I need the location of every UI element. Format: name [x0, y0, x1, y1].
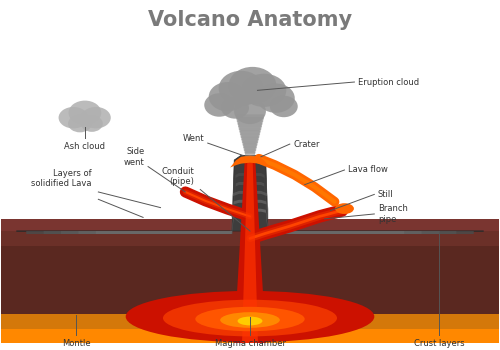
Polygon shape — [26, 173, 474, 234]
Text: Side
went: Side went — [124, 147, 144, 167]
FancyBboxPatch shape — [244, 146, 256, 151]
Ellipse shape — [68, 100, 102, 125]
FancyBboxPatch shape — [240, 130, 260, 135]
Bar — [2, 231, 498, 246]
FancyBboxPatch shape — [241, 135, 259, 141]
Text: Volcano Anatomy: Volcano Anatomy — [148, 10, 352, 30]
Bar — [2, 329, 498, 343]
Text: Went: Went — [182, 134, 204, 143]
Text: Still: Still — [378, 190, 394, 199]
Bar — [2, 221, 498, 317]
Text: Layers of
solidified Lava: Layers of solidified Lava — [32, 169, 92, 188]
FancyBboxPatch shape — [245, 151, 255, 156]
Polygon shape — [16, 155, 483, 231]
Ellipse shape — [234, 99, 266, 124]
Ellipse shape — [218, 71, 264, 106]
Text: Crater: Crater — [294, 140, 320, 149]
FancyBboxPatch shape — [242, 140, 258, 146]
Ellipse shape — [163, 300, 337, 336]
Ellipse shape — [257, 84, 295, 113]
FancyBboxPatch shape — [238, 122, 262, 127]
Text: Crust layers: Crust layers — [414, 338, 465, 348]
Ellipse shape — [126, 291, 374, 342]
Ellipse shape — [242, 74, 286, 107]
Polygon shape — [230, 155, 270, 168]
Ellipse shape — [68, 115, 92, 132]
Ellipse shape — [81, 115, 103, 132]
Text: Ash cloud: Ash cloud — [64, 142, 106, 151]
Ellipse shape — [270, 96, 297, 117]
Ellipse shape — [208, 82, 246, 111]
FancyBboxPatch shape — [238, 125, 262, 130]
Polygon shape — [61, 191, 439, 234]
Polygon shape — [234, 160, 266, 343]
FancyBboxPatch shape — [242, 138, 258, 143]
Ellipse shape — [228, 67, 276, 104]
Polygon shape — [44, 182, 457, 234]
Ellipse shape — [221, 97, 249, 119]
FancyBboxPatch shape — [240, 133, 260, 138]
FancyBboxPatch shape — [236, 117, 264, 122]
Ellipse shape — [238, 317, 262, 326]
Text: Magma chamber: Magma chamber — [214, 338, 286, 348]
Text: Conduit
(pipe): Conduit (pipe) — [162, 167, 194, 186]
Ellipse shape — [204, 93, 234, 117]
Text: Lava flow: Lava flow — [348, 166, 388, 175]
Ellipse shape — [220, 312, 280, 328]
Polygon shape — [78, 200, 422, 234]
Polygon shape — [96, 209, 404, 234]
Bar — [2, 219, 498, 231]
FancyBboxPatch shape — [238, 119, 262, 125]
Bar — [2, 314, 498, 330]
FancyBboxPatch shape — [240, 127, 260, 133]
Ellipse shape — [58, 107, 88, 128]
Text: Eruption cloud: Eruption cloud — [358, 77, 419, 86]
FancyBboxPatch shape — [236, 114, 264, 120]
FancyBboxPatch shape — [243, 143, 257, 148]
Text: Branch
pipe: Branch pipe — [378, 204, 408, 224]
Ellipse shape — [335, 203, 354, 214]
FancyBboxPatch shape — [244, 148, 256, 154]
Text: Montle: Montle — [62, 338, 90, 348]
Ellipse shape — [196, 307, 304, 331]
Polygon shape — [242, 160, 258, 343]
Ellipse shape — [81, 107, 111, 128]
